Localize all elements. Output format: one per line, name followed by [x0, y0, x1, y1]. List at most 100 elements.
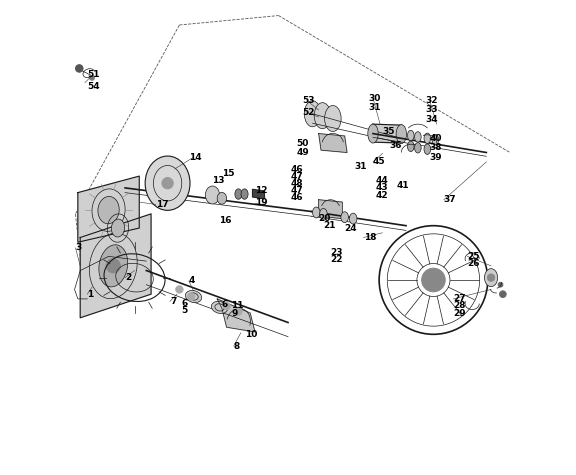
Ellipse shape — [484, 269, 498, 286]
Circle shape — [223, 302, 230, 310]
Text: 1: 1 — [88, 290, 93, 299]
Text: 12: 12 — [255, 186, 267, 195]
Text: 14: 14 — [189, 153, 202, 162]
Ellipse shape — [235, 189, 242, 199]
Text: 40: 40 — [430, 134, 442, 143]
Ellipse shape — [98, 197, 119, 224]
Text: 34: 34 — [425, 115, 438, 124]
Circle shape — [379, 226, 488, 334]
Text: 6: 6 — [222, 300, 228, 309]
Text: 36: 36 — [389, 141, 402, 150]
Text: 30: 30 — [368, 94, 381, 103]
Text: 38: 38 — [430, 143, 442, 152]
Circle shape — [75, 65, 83, 72]
Text: 2: 2 — [125, 273, 131, 282]
Text: 45: 45 — [373, 157, 385, 166]
Text: 32: 32 — [425, 96, 437, 105]
Ellipse shape — [341, 212, 348, 223]
Text: 20: 20 — [319, 214, 331, 223]
Ellipse shape — [424, 144, 431, 154]
Ellipse shape — [304, 101, 321, 127]
Ellipse shape — [314, 103, 331, 129]
Text: 22: 22 — [331, 255, 343, 264]
Circle shape — [106, 259, 120, 273]
Polygon shape — [253, 190, 264, 199]
Ellipse shape — [111, 219, 124, 237]
Text: 3: 3 — [75, 243, 82, 252]
Text: 42: 42 — [376, 190, 388, 200]
Ellipse shape — [211, 301, 228, 314]
Circle shape — [234, 308, 242, 315]
Text: 41: 41 — [397, 181, 409, 190]
Circle shape — [187, 293, 195, 300]
Polygon shape — [80, 214, 151, 318]
Text: 24: 24 — [344, 224, 357, 233]
Ellipse shape — [432, 134, 439, 145]
Text: 35: 35 — [382, 127, 395, 136]
Ellipse shape — [145, 156, 190, 210]
Text: 50: 50 — [297, 139, 309, 148]
Text: 52: 52 — [302, 108, 314, 117]
Text: 31: 31 — [354, 162, 366, 171]
Circle shape — [162, 178, 173, 189]
Circle shape — [90, 76, 94, 80]
Text: 47: 47 — [290, 171, 303, 180]
Ellipse shape — [99, 245, 128, 287]
Text: 51: 51 — [88, 70, 100, 79]
Ellipse shape — [217, 192, 226, 204]
Circle shape — [422, 268, 445, 292]
Circle shape — [487, 274, 495, 281]
Text: 26: 26 — [468, 259, 480, 268]
Text: 39: 39 — [430, 153, 442, 162]
Ellipse shape — [415, 142, 421, 153]
Ellipse shape — [368, 124, 378, 143]
Text: 53: 53 — [302, 96, 314, 105]
Ellipse shape — [241, 189, 248, 199]
Ellipse shape — [396, 124, 407, 143]
Text: 27: 27 — [453, 294, 466, 304]
Polygon shape — [78, 176, 139, 242]
Ellipse shape — [185, 290, 202, 303]
Text: 18: 18 — [363, 233, 376, 242]
Ellipse shape — [407, 130, 414, 141]
Text: 23: 23 — [331, 248, 343, 257]
Text: 11: 11 — [232, 302, 244, 311]
Circle shape — [176, 285, 183, 293]
Polygon shape — [373, 124, 401, 143]
Text: 31: 31 — [368, 103, 381, 112]
Text: 21: 21 — [323, 221, 336, 230]
Circle shape — [498, 282, 503, 287]
Text: 4: 4 — [189, 276, 195, 285]
Ellipse shape — [320, 209, 327, 219]
Polygon shape — [319, 200, 342, 219]
Ellipse shape — [313, 207, 320, 218]
Text: 7: 7 — [170, 297, 176, 306]
Text: 48: 48 — [290, 179, 303, 188]
Polygon shape — [319, 133, 347, 152]
Text: 25: 25 — [468, 252, 480, 261]
Ellipse shape — [206, 186, 219, 204]
Text: 17: 17 — [156, 200, 168, 209]
Text: 19: 19 — [255, 198, 268, 207]
Ellipse shape — [407, 141, 414, 152]
Text: 15: 15 — [222, 169, 234, 178]
Text: 49: 49 — [297, 148, 309, 157]
Text: 13: 13 — [213, 176, 225, 185]
Ellipse shape — [424, 133, 431, 143]
Text: 46: 46 — [290, 193, 303, 202]
Text: 16: 16 — [219, 217, 232, 226]
Text: 46: 46 — [290, 164, 303, 173]
Text: 8: 8 — [234, 342, 240, 351]
Text: 33: 33 — [425, 105, 437, 114]
Text: 9: 9 — [232, 309, 238, 318]
Polygon shape — [217, 299, 255, 332]
Text: 47: 47 — [290, 186, 303, 195]
Ellipse shape — [415, 132, 421, 142]
Ellipse shape — [325, 105, 341, 132]
Text: 54: 54 — [88, 82, 100, 91]
Text: 29: 29 — [453, 309, 466, 318]
Text: 6: 6 — [182, 299, 188, 308]
Circle shape — [499, 291, 506, 297]
Text: 5: 5 — [182, 306, 188, 315]
Text: 43: 43 — [376, 183, 388, 192]
